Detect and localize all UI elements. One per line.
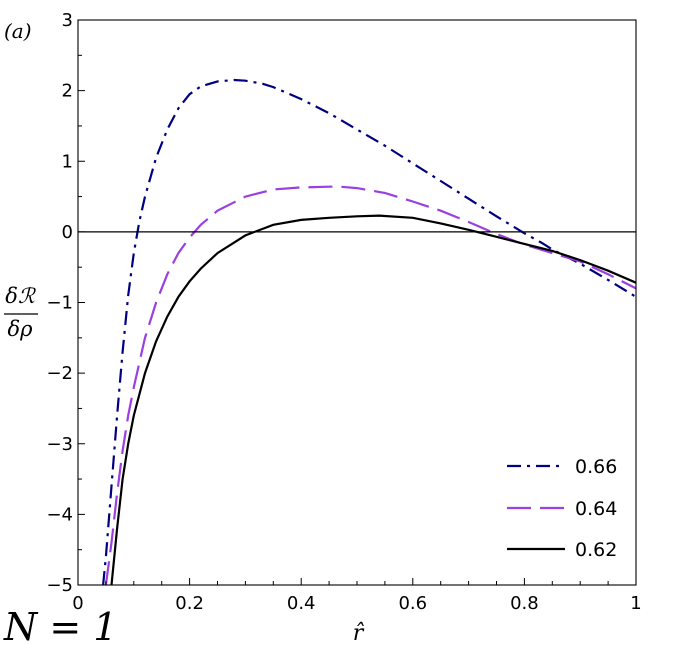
x-tick-label: 0.6: [398, 593, 427, 614]
plot-frame: [77, 19, 637, 586]
y-tick-label: 0: [62, 222, 73, 243]
x-axis-label: r̂: [353, 621, 365, 645]
y-tick-label: 1: [62, 151, 73, 172]
x-axis: 0 0.2 0.4 0.6 0.8 1: [72, 578, 642, 614]
y-axis-label-denominator: δρ: [8, 317, 34, 341]
y-tick-label: −4: [46, 504, 73, 525]
x-tick-label: 1: [630, 593, 641, 614]
panel-label: (a): [4, 19, 32, 43]
y-tick-label: 3: [62, 10, 73, 31]
y-tick-label: −2: [46, 363, 73, 384]
y-tick-label: −3: [46, 434, 73, 455]
curves: [102, 78, 637, 586]
legend: 0.66 0.64 0.62: [507, 456, 617, 561]
x-tick-label: 0.2: [175, 593, 204, 614]
corner-text: N = 1: [3, 605, 117, 645]
x-tick-label: 0: [72, 593, 83, 614]
x-tick-label: 0.8: [510, 593, 539, 614]
series-line-0.64: [104, 185, 637, 586]
legend-label-0.62: 0.62: [575, 539, 617, 561]
y-axis-label-numerator: δℛ: [5, 284, 36, 308]
series-line-0.62: [110, 214, 637, 586]
y-axis-label: δℛ δρ: [4, 284, 38, 341]
legend-label-0.64: 0.64: [575, 498, 617, 520]
y-tick-label: 2: [62, 81, 73, 102]
x-tick-label: 0.4: [287, 593, 316, 614]
y-tick-label: −1: [46, 293, 73, 314]
series-line-0.66: [102, 78, 637, 586]
y-axis: 3 2 1 0 −1 −2 −3 −4 −5: [46, 10, 85, 596]
legend-label-0.66: 0.66: [575, 456, 617, 478]
y-tick-label: −5: [46, 575, 73, 596]
